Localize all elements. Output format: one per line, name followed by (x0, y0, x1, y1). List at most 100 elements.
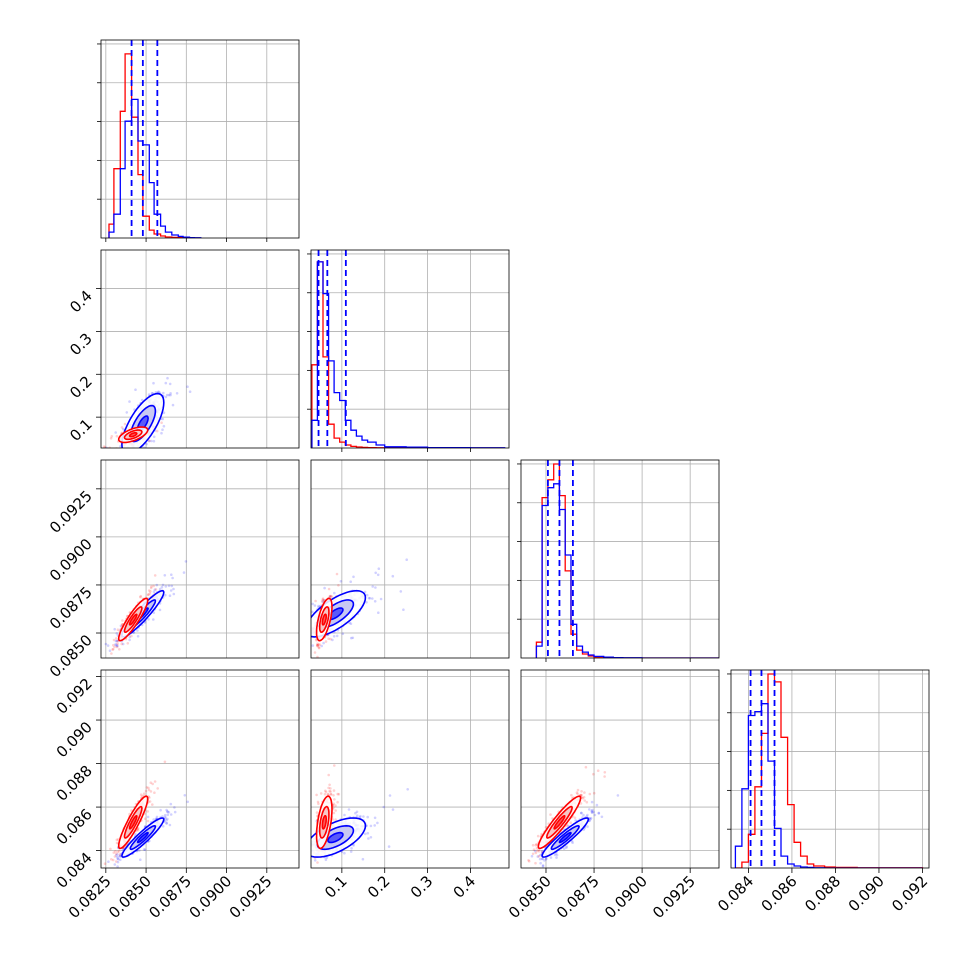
blue-sample-point (160, 431, 163, 435)
blue-sample-point (119, 858, 122, 862)
blue-sample-point (113, 863, 117, 866)
blue-sample-point (168, 823, 172, 827)
x-tick-label: 0.2 (364, 872, 394, 902)
x-tick-label: 0.086 (758, 872, 801, 915)
red-sample-point (118, 648, 121, 651)
red-sample-point (329, 792, 333, 796)
y-tick-label: 0.0925 (46, 487, 96, 537)
blue-sample-point (152, 435, 156, 439)
blue-sample-point (365, 601, 368, 604)
scatter-frame-2-1 (310, 459, 510, 659)
blue-sample-point (168, 594, 172, 597)
blue-sample-point (164, 585, 168, 588)
red-sample-point (334, 809, 338, 812)
scatter-frame-3-1 (310, 669, 510, 869)
blue-sample-point (362, 815, 365, 818)
blue-sample-point (139, 858, 142, 861)
blue-sample-point (164, 593, 167, 597)
blue-sample-point (139, 449, 142, 452)
blue-sample-point (188, 390, 192, 394)
blue-sample-point (116, 865, 119, 868)
blue-sample-point (308, 851, 311, 854)
blue-sample-point (616, 794, 620, 797)
red-sample-point (337, 792, 341, 796)
blue-sample-point (164, 395, 168, 399)
red-hist-2 (535, 463, 719, 658)
red-sample-point (110, 652, 113, 655)
red-sample-point (318, 643, 322, 646)
red-sample-point (321, 597, 325, 600)
x-tick-label: 0.0850 (505, 872, 555, 922)
red-sample-point (328, 789, 331, 793)
blue-sample-point (324, 858, 328, 862)
red-sample-point (319, 792, 323, 795)
red-sample-point (130, 634, 133, 638)
blue-sample-point (169, 589, 173, 592)
blue-sample-point (169, 802, 173, 806)
blue-sample-point (600, 815, 604, 819)
blue-sample-point (382, 805, 386, 809)
blue-sample-point (582, 813, 585, 817)
x-tick-label: 0.0875 (145, 872, 195, 922)
blue-sample-point (377, 611, 380, 614)
blue-sample-point (308, 848, 311, 851)
blue-sample-point (165, 808, 168, 812)
blue-sample-point (592, 810, 595, 814)
blue-sample-point (115, 643, 118, 646)
blue-sample-point (367, 596, 371, 600)
red-sample-point (321, 599, 324, 603)
red-sample-point (155, 429, 159, 433)
red-sample-point (114, 860, 118, 863)
red-sample-point (332, 794, 335, 797)
red-sample-point (332, 811, 336, 815)
red-sample-point (592, 791, 596, 795)
blue-sample-point (328, 595, 332, 598)
blue-sample-point (553, 853, 557, 857)
blue-sample-point (145, 442, 148, 446)
red-sample-point (147, 589, 151, 592)
y-tick-label: 0.086 (53, 805, 96, 848)
blue-sample-point (173, 806, 176, 809)
blue-sample-point (127, 472, 130, 475)
blue-sample-point (391, 808, 395, 811)
blue-sample-point (316, 874, 319, 877)
red-sample-point (579, 793, 583, 797)
y-tick-label: 0.1 (66, 415, 96, 445)
red-sample-point (115, 838, 119, 842)
red-sample-point (333, 798, 336, 801)
blue-sample-point (290, 865, 293, 868)
blue-sample-point (307, 621, 310, 624)
blue-sample-point (311, 602, 315, 606)
red-sample-point (317, 643, 320, 646)
blue-sample-point (121, 642, 125, 646)
blue-sample-point (170, 573, 173, 576)
scatter-panel-1-0 (100, 249, 300, 475)
red-sample-point (112, 638, 116, 642)
red-sample-point (315, 639, 318, 642)
blue-sample-point (139, 451, 142, 454)
x-tick-label: 0.0900 (601, 872, 651, 922)
blue-sample-point (303, 624, 306, 627)
red-sample-point (153, 780, 157, 783)
red-sample-point (316, 643, 319, 647)
red-sample-point (588, 792, 592, 796)
hist-frame-2 (520, 459, 720, 659)
blue-sample-point (313, 859, 317, 862)
red-hist-1 (311, 261, 505, 448)
blue-sample-point (162, 391, 165, 395)
red-sample-point (147, 786, 150, 790)
red-sample-point (565, 824, 569, 828)
blue-sample-point (138, 455, 141, 458)
red-sample-point (121, 619, 124, 622)
blue-sample-point (164, 381, 168, 385)
blue-sample-point (166, 376, 169, 380)
blue-sample-point (359, 814, 362, 818)
blue-sample-point (182, 571, 186, 574)
red-sample-point (316, 644, 319, 648)
red-sample-point (148, 796, 151, 799)
red-sample-point (137, 827, 140, 830)
red-sample-point (110, 858, 113, 861)
red-sample-point (139, 594, 143, 598)
red-sample-point (329, 787, 332, 790)
red-sample-point (153, 574, 157, 577)
